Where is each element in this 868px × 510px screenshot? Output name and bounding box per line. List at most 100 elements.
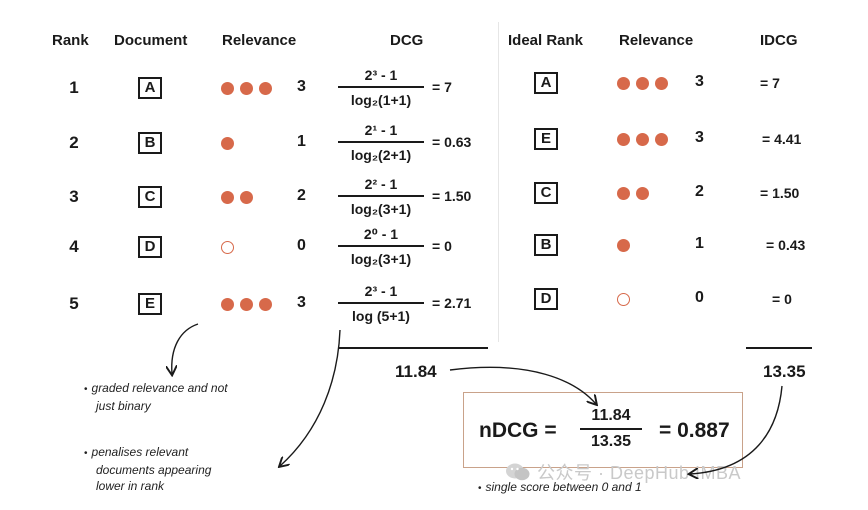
relevance-dots: [617, 239, 630, 252]
dcg-denominator: log₂(3+1): [350, 200, 412, 217]
relevance-dot: [636, 187, 649, 200]
dcg-fraction: 2³ - 1 log (5+1): [338, 282, 424, 325]
header-document: Document: [114, 32, 188, 49]
dcg-denominator: log₂(1+1): [350, 91, 412, 108]
relevance-dot: [617, 187, 630, 200]
dcg-numerator: 2⁰ - 1: [363, 226, 399, 242]
idcg-sum-rule: [746, 347, 812, 349]
relevance-dot: [259, 298, 272, 311]
relevance-dots: [221, 241, 234, 254]
relevance-dots: [221, 191, 253, 204]
dcg-fraction: 2⁰ - 1 log₂(3+1): [338, 225, 424, 268]
relevance-dots: [617, 293, 630, 306]
dcg-total: 11.84: [395, 362, 437, 381]
relevance-dot: [617, 77, 630, 90]
relevance-dot: [240, 191, 253, 204]
dcg-denominator: log₂(2+1): [350, 146, 412, 163]
dcg-numerator: 2¹ - 1: [364, 122, 398, 138]
document-box: A: [138, 77, 162, 99]
relevance-dot: [221, 191, 234, 204]
document-box: B: [534, 234, 558, 256]
arrow-penalises: [280, 329, 341, 466]
relevance-value: 1: [695, 235, 704, 252]
document-box: C: [138, 186, 162, 208]
dcg-value: = 0.63: [432, 134, 472, 150]
document-box: E: [138, 293, 162, 315]
document-box: A: [534, 72, 558, 94]
fraction-bar: [338, 86, 424, 88]
idcg-value: = 0: [772, 291, 792, 307]
dcg-value: = 0: [432, 238, 452, 254]
relevance-value: 3: [297, 294, 306, 311]
relevance-value: 3: [297, 78, 306, 95]
dcg-value: = 2.71: [432, 295, 472, 311]
relevance-dots: [617, 133, 668, 146]
note-single-score: • single score between 0 and 1: [478, 480, 642, 494]
relevance-dot: [655, 133, 668, 146]
idcg-value: = 7: [760, 75, 780, 91]
idcg-value: = 1.50: [760, 185, 800, 201]
dcg-value: = 1.50: [432, 188, 472, 204]
dcg-numerator: 2² - 1: [364, 176, 398, 192]
note-graded: • graded relevance and not just binary: [84, 381, 228, 413]
rank-number: 2: [69, 133, 79, 152]
dcg-fraction: 2² - 1 log₂(3+1): [338, 175, 424, 218]
column-separator: [498, 22, 499, 342]
relevance-dot: [221, 82, 234, 95]
ndcg-denominator: 13.35: [590, 432, 632, 450]
relevance-dot: [655, 77, 668, 90]
dcg-denominator: log (5+1): [352, 307, 410, 324]
relevance-value: 1: [297, 133, 306, 150]
rank-number: 3: [69, 187, 79, 206]
idcg-value: = 4.41: [762, 131, 802, 147]
header-dcg: DCG: [390, 32, 424, 49]
header-idcg: IDCG: [760, 32, 798, 49]
relevance-dot: [259, 82, 272, 95]
arrow-graded: [172, 323, 199, 374]
header-ideal-rank: Ideal Rank: [508, 32, 584, 49]
dcg-sum-rule: [338, 347, 488, 349]
dcg-denominator: log₂(3+1): [350, 250, 412, 267]
header-relevance: Relevance: [222, 32, 297, 49]
dcg-numerator: 2³ - 1: [364, 283, 398, 299]
relevance-dots: [617, 187, 649, 200]
document-box: D: [138, 236, 162, 258]
fraction-bar: [338, 195, 424, 197]
header-ideal-relevance: Relevance: [619, 32, 694, 49]
relevance-dot: [240, 82, 253, 95]
bullet-icon: •: [478, 483, 482, 494]
relevance-dot: [636, 133, 649, 146]
idcg-total: 13.35: [763, 362, 806, 381]
relevance-value: 3: [695, 73, 704, 90]
relevance-value: 0: [297, 237, 306, 254]
fraction-bar: [338, 245, 424, 247]
relevance-dots: [221, 298, 272, 311]
dcg-value: = 7: [432, 79, 452, 95]
rank-number: 1: [69, 78, 79, 97]
fraction-bar: [338, 302, 424, 304]
empty-relevance-dot: [617, 293, 630, 306]
rank-number: 4: [69, 237, 79, 256]
ndcg-fraction-bar: [580, 428, 642, 430]
rank-number: 5: [69, 294, 79, 313]
bullet-icon: •: [84, 448, 88, 459]
ndcg-fraction: 11.84 13.35: [580, 407, 642, 451]
header-rank: Rank: [52, 32, 89, 49]
relevance-dots: [617, 77, 668, 90]
ndcg-numerator: 11.84: [591, 407, 631, 424]
dcg-fraction: 2³ - 1 log₂(1+1): [338, 66, 424, 109]
relevance-dot: [617, 133, 630, 146]
ndcg-label: nDCG =: [479, 419, 557, 442]
relevance-value: 0: [695, 289, 704, 306]
dcg-fraction: 2¹ - 1 log₂(2+1): [338, 121, 424, 164]
relevance-dot: [240, 298, 253, 311]
idcg-value: = 0.43: [766, 237, 806, 253]
ndcg-result: = 0.887: [659, 419, 730, 442]
document-box: E: [534, 128, 558, 150]
relevance-dot: [636, 77, 649, 90]
empty-relevance-dot: [221, 241, 234, 254]
relevance-dots: [221, 137, 234, 150]
relevance-value: 2: [695, 183, 704, 200]
relevance-dot: [221, 137, 234, 150]
relevance-dot: [617, 239, 630, 252]
